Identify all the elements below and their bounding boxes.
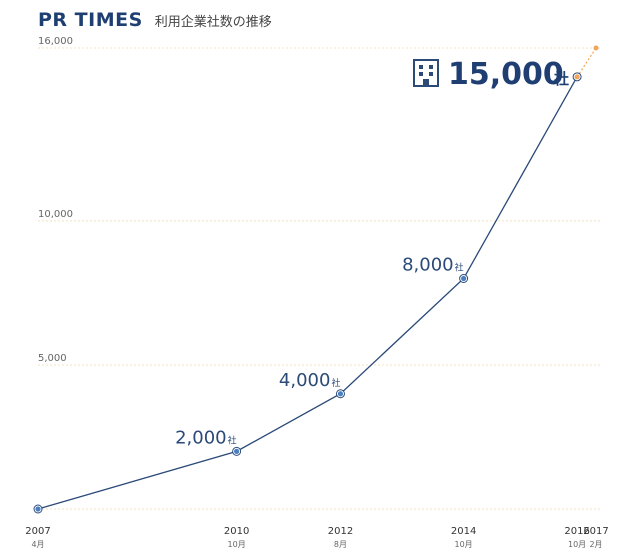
x-tick-year: 2016 (564, 526, 589, 537)
data-points (33, 45, 599, 514)
series-line (37, 47, 597, 510)
data-label-unit: 社 (331, 377, 340, 389)
x-tick-month: 4月 (31, 540, 44, 549)
x-tick-month: 10月 (455, 540, 473, 549)
y-tick-label: 16,000 (38, 36, 73, 47)
x-tick-year: 2014 (451, 526, 476, 537)
grid-lines (38, 47, 600, 510)
x-axis-ticks: 2007 4月 2010 10月 2012 8月 2014 10月 2016 10月 2017 2月 (25, 526, 608, 549)
x-tick-month: 10月 (228, 540, 246, 549)
x-tick-month: 8月 (334, 540, 347, 549)
chart-title: 利用企業社数の推移 (154, 14, 272, 30)
x-tick-month: 10月 (568, 540, 586, 549)
x-tick-month: 2月 (589, 540, 602, 549)
projection-line (576, 47, 597, 78)
data-label: 8,000 (402, 255, 454, 276)
x-tick-year: 2010 (224, 526, 249, 537)
data-point (574, 74, 580, 80)
x-tick-year: 2017 (583, 526, 608, 537)
projection-point (593, 45, 599, 51)
y-axis-ticks: 16,000 10,000 5,000 (38, 36, 73, 364)
data-label: 4,000 (279, 370, 331, 391)
data-point (337, 391, 344, 397)
data-point (461, 275, 467, 282)
data-label-unit: 社 (553, 70, 569, 88)
pr-times-logo: PR TIMES (38, 9, 143, 31)
data-label-unit: 社 (455, 262, 464, 274)
data-label: 2,000 (175, 427, 227, 448)
y-tick-label: 10,000 (38, 209, 73, 220)
data-label-unit: 社 (228, 434, 237, 446)
office-building-icon (413, 59, 439, 87)
x-tick-year: 2007 (25, 526, 50, 537)
data-point (35, 506, 41, 512)
chart-header: PR TIMES 利用企業社数の推移 (38, 9, 272, 31)
data-point (234, 448, 240, 454)
x-tick-year: 2012 (328, 526, 353, 537)
data-label: 15,000 (448, 57, 564, 92)
series-polyline (37, 76, 578, 510)
y-tick-label: 5,000 (38, 353, 67, 364)
